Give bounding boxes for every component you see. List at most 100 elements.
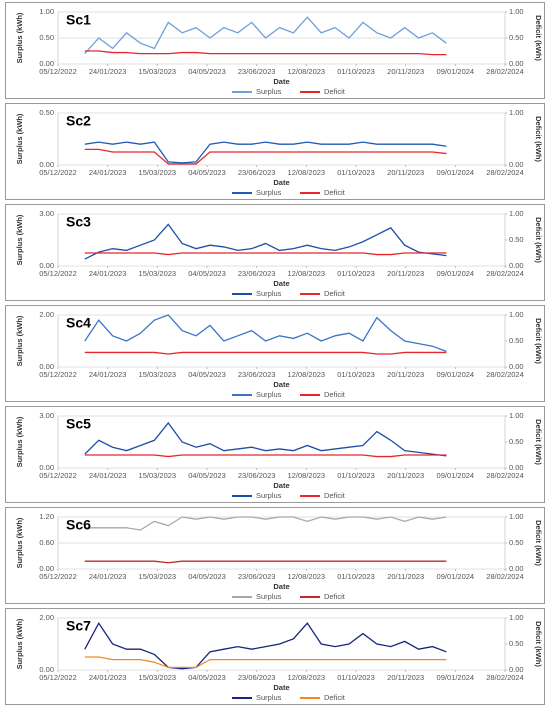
legend-label: Surplus: [256, 390, 282, 399]
legend-label: Surplus: [256, 188, 282, 197]
x-tick-label: 24/01/2023: [89, 673, 127, 682]
x-tick-label: 09/01/2024: [437, 572, 475, 581]
x-tick-label: 15/03/2023: [139, 67, 177, 76]
y-tick-label: 0.00: [39, 564, 54, 573]
x-axis-label: Date: [273, 481, 289, 490]
y2-tick-label: 1.00: [509, 613, 524, 622]
chart-panel: 0.00 3.00 0.00 0.50 1.00 05/12/2022 24/01/2023…: [5, 204, 545, 301]
x-tick-label: 23/06/2023: [238, 370, 276, 379]
x-tick-label: 05/12/2022: [39, 572, 77, 581]
series-line: [84, 621, 447, 670]
x-tick-label: 09/01/2024: [437, 370, 475, 379]
y2-axis-label: Deficit (kWh): [534, 15, 543, 61]
x-tick-label: 23/06/2023: [238, 673, 276, 682]
panel-border: [5, 305, 545, 402]
x-axis-label: Date: [273, 178, 289, 187]
y-tick-label: 0.60: [39, 538, 54, 547]
series-line: [84, 223, 447, 260]
x-tick-label: 20/11/2023: [387, 370, 424, 379]
x-tick-label: 23/06/2023: [238, 269, 276, 278]
x-tick-label: 24/01/2023: [89, 572, 127, 581]
legend-label: Deficit: [324, 491, 346, 500]
y2-tick-label: 0.50: [509, 33, 524, 42]
x-tick-label: 12/08/2023: [288, 67, 326, 76]
y-axis-label: Surplus (kWh): [15, 618, 24, 669]
chart-title: Sc7: [66, 618, 91, 634]
y-tick-label: 0.50: [39, 33, 54, 42]
x-tick-label: 05/12/2022: [39, 673, 77, 682]
x-tick-label: 04/05/2023: [188, 572, 226, 581]
x-tick-label: 24/01/2023: [89, 471, 127, 480]
y-tick-label: 2.00: [39, 613, 54, 622]
series-line: [84, 560, 447, 564]
chart-panel: 0.00 3.00 0.00 0.50 1.00 05/12/2022 24/01/2023…: [5, 406, 545, 503]
series-line: [84, 454, 447, 458]
x-tick-label: 24/01/2023: [89, 269, 127, 278]
x-tick-label: 15/03/2023: [139, 168, 177, 177]
legend-label: Deficit: [324, 592, 346, 601]
x-tick-label: 15/03/2023: [139, 269, 177, 278]
series-line: [84, 314, 447, 353]
x-tick-label: 20/11/2023: [387, 67, 424, 76]
panel-border: [5, 103, 545, 200]
x-tick-label: 04/05/2023: [188, 471, 226, 480]
y2-axis-label: Deficit (kWh): [534, 116, 543, 162]
x-tick-label: 01/10/2023: [337, 673, 375, 682]
x-tick-label: 23/06/2023: [238, 572, 276, 581]
x-tick-label: 09/01/2024: [437, 168, 475, 177]
y2-tick-label: 0.00: [509, 665, 524, 674]
chart-panel: 0.00 2.00 0.00 0.50 1.00 05/12/2022 24/01/2023…: [5, 305, 545, 402]
x-tick-label: 20/11/2023: [387, 269, 424, 278]
legend-label: Deficit: [324, 188, 346, 197]
legend-label: Deficit: [324, 693, 346, 702]
legend-label: Deficit: [324, 289, 346, 298]
legend-label: Surplus: [256, 491, 282, 500]
x-tick-label: 01/10/2023: [337, 67, 375, 76]
series-line: [84, 252, 447, 256]
x-tick-label: 28/02/2024: [486, 67, 524, 76]
x-axis-label: Date: [273, 683, 289, 692]
x-tick-label: 05/12/2022: [39, 168, 77, 177]
chart-title: Sc5: [66, 416, 91, 432]
x-tick-label: 04/05/2023: [188, 67, 226, 76]
y2-axis-label: Deficit (kWh): [534, 318, 543, 364]
y-axis-label: Surplus (kWh): [15, 416, 24, 467]
x-tick-label: 28/02/2024: [486, 168, 524, 177]
x-tick-label: 20/11/2023: [387, 471, 424, 480]
legend-label: Deficit: [324, 390, 346, 399]
y-axis-label: Surplus (kWh): [15, 113, 24, 164]
x-tick-label: 01/10/2023: [337, 572, 375, 581]
y-axis-label: Surplus (kWh): [15, 12, 24, 63]
chart-panel: 0.00 0.50 0.00 1.00 05/12/2022 24/01/2023 15/0…: [5, 103, 545, 200]
series-line: [84, 421, 447, 457]
y-axis-label: Surplus (kWh): [15, 315, 24, 366]
x-tick-label: 28/02/2024: [486, 269, 524, 278]
y-tick-label: 0.00: [39, 463, 54, 472]
x-tick-label: 15/03/2023: [139, 471, 177, 480]
y2-axis-label: Deficit (kWh): [534, 520, 543, 566]
x-tick-label: 28/02/2024: [486, 572, 524, 581]
x-tick-label: 05/12/2022: [39, 471, 77, 480]
y-tick-label: 0.00: [39, 261, 54, 270]
y-tick-label: 1.00: [39, 7, 54, 16]
y-tick-label: 1.20: [39, 512, 54, 521]
y2-tick-label: 0.50: [509, 538, 524, 547]
x-tick-label: 12/08/2023: [288, 370, 326, 379]
chart-title: Sc6: [66, 517, 91, 533]
chart-title: Sc2: [66, 113, 91, 129]
y-tick-label: 0.50: [39, 108, 54, 117]
y2-tick-label: 0.00: [509, 59, 524, 68]
legend-label: Deficit: [324, 87, 346, 96]
x-tick-label: 20/11/2023: [387, 673, 424, 682]
y2-axis-label: Deficit (kWh): [534, 419, 543, 465]
x-tick-label: 04/05/2023: [188, 673, 226, 682]
x-tick-label: 24/01/2023: [89, 168, 127, 177]
x-tick-label: 09/01/2024: [437, 471, 475, 480]
y-axis-label: Surplus (kWh): [15, 517, 24, 568]
x-tick-label: 01/10/2023: [337, 168, 375, 177]
x-tick-label: 20/11/2023: [387, 168, 424, 177]
x-tick-label: 05/12/2022: [39, 370, 77, 379]
y-tick-label: 3.00: [39, 209, 54, 218]
y2-tick-label: 1.00: [509, 7, 524, 16]
x-tick-label: 15/03/2023: [139, 572, 177, 581]
